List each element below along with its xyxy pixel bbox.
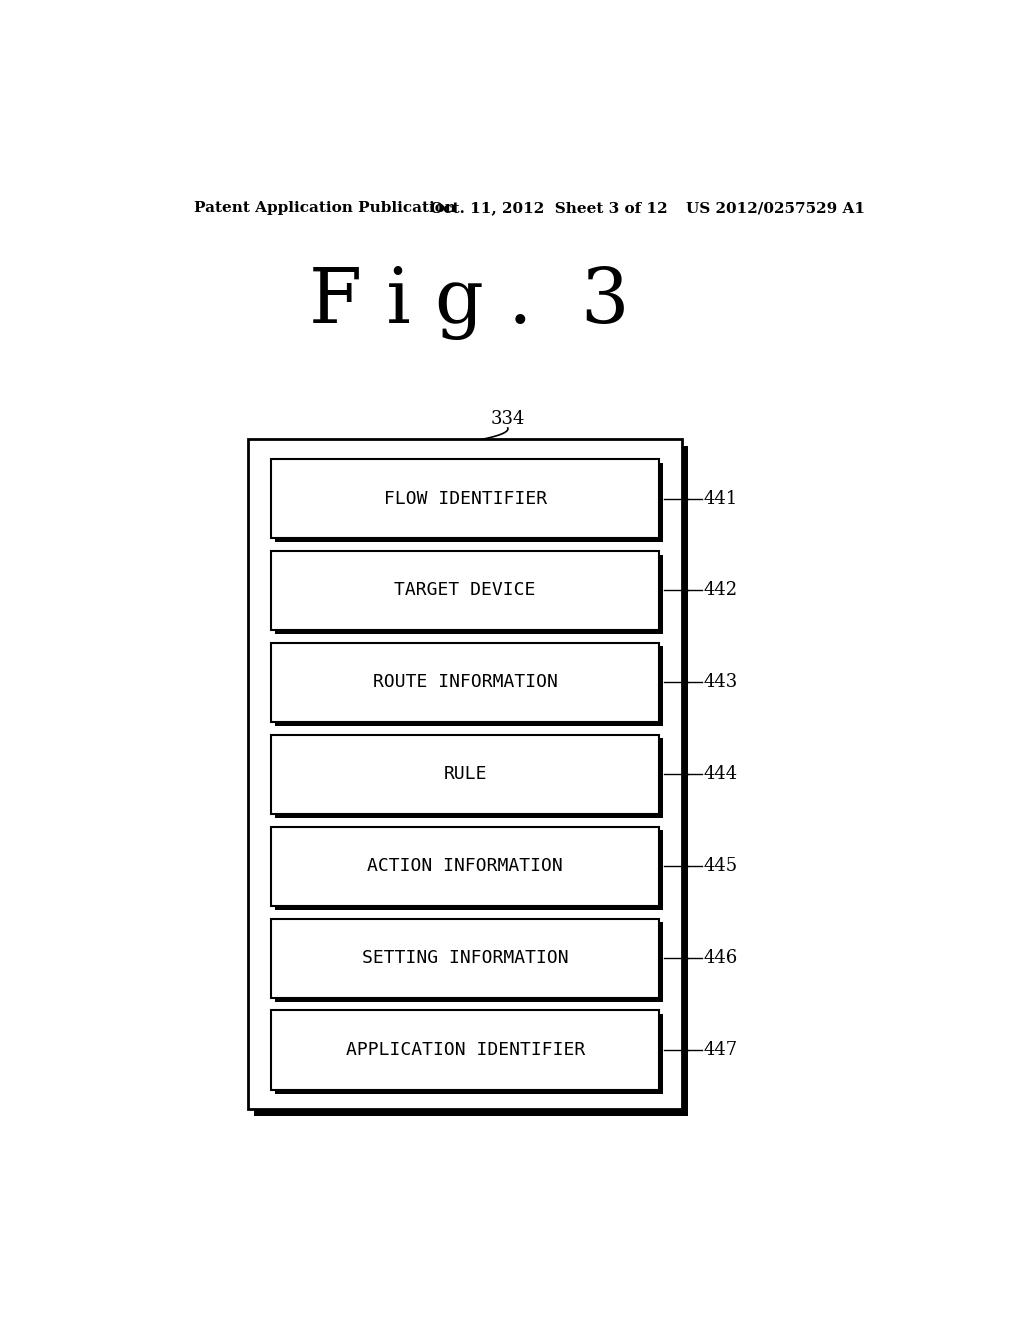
Bar (275, 1090, 663, 1094)
Text: ROUTE INFORMATION: ROUTE INFORMATION (373, 673, 557, 692)
Bar (271, 826, 658, 907)
Text: Oct. 11, 2012  Sheet 3 of 12: Oct. 11, 2012 Sheet 3 of 12 (430, 202, 668, 215)
Bar (275, 998, 663, 1002)
Bar (271, 734, 658, 814)
Bar (271, 643, 658, 722)
Bar (271, 459, 658, 539)
Text: 445: 445 (703, 858, 738, 875)
Text: FLOW IDENTIFIER: FLOW IDENTIFIER (384, 490, 547, 507)
Text: ACTION INFORMATION: ACTION INFORMATION (368, 858, 563, 875)
Bar (275, 631, 663, 634)
Bar (658, 738, 663, 814)
Bar (275, 814, 663, 818)
Text: F i g .  3: F i g . 3 (309, 267, 630, 341)
Text: RULE: RULE (443, 766, 486, 783)
Bar (658, 830, 663, 907)
Bar (658, 647, 663, 722)
Bar (275, 539, 663, 543)
Text: Patent Application Publication: Patent Application Publication (194, 202, 456, 215)
Bar (658, 462, 663, 539)
Bar (275, 907, 663, 909)
Bar (271, 1011, 658, 1090)
Text: 447: 447 (703, 1041, 738, 1059)
Bar (682, 446, 688, 1109)
Bar (658, 923, 663, 998)
Text: SETTING INFORMATION: SETTING INFORMATION (361, 949, 568, 968)
Bar (248, 440, 682, 1109)
Text: 442: 442 (703, 582, 738, 599)
Text: 441: 441 (703, 490, 738, 507)
Bar (271, 550, 658, 631)
Text: 443: 443 (703, 673, 738, 692)
Bar (254, 1109, 688, 1115)
Bar (658, 554, 663, 630)
Text: APPLICATION IDENTIFIER: APPLICATION IDENTIFIER (345, 1041, 585, 1059)
Bar (271, 919, 658, 998)
Text: 334: 334 (490, 409, 525, 428)
Bar (658, 1014, 663, 1090)
Bar (275, 722, 663, 726)
Text: 444: 444 (703, 766, 738, 783)
Text: 446: 446 (703, 949, 738, 968)
Text: US 2012/0257529 A1: US 2012/0257529 A1 (686, 202, 865, 215)
Text: TARGET DEVICE: TARGET DEVICE (394, 582, 536, 599)
